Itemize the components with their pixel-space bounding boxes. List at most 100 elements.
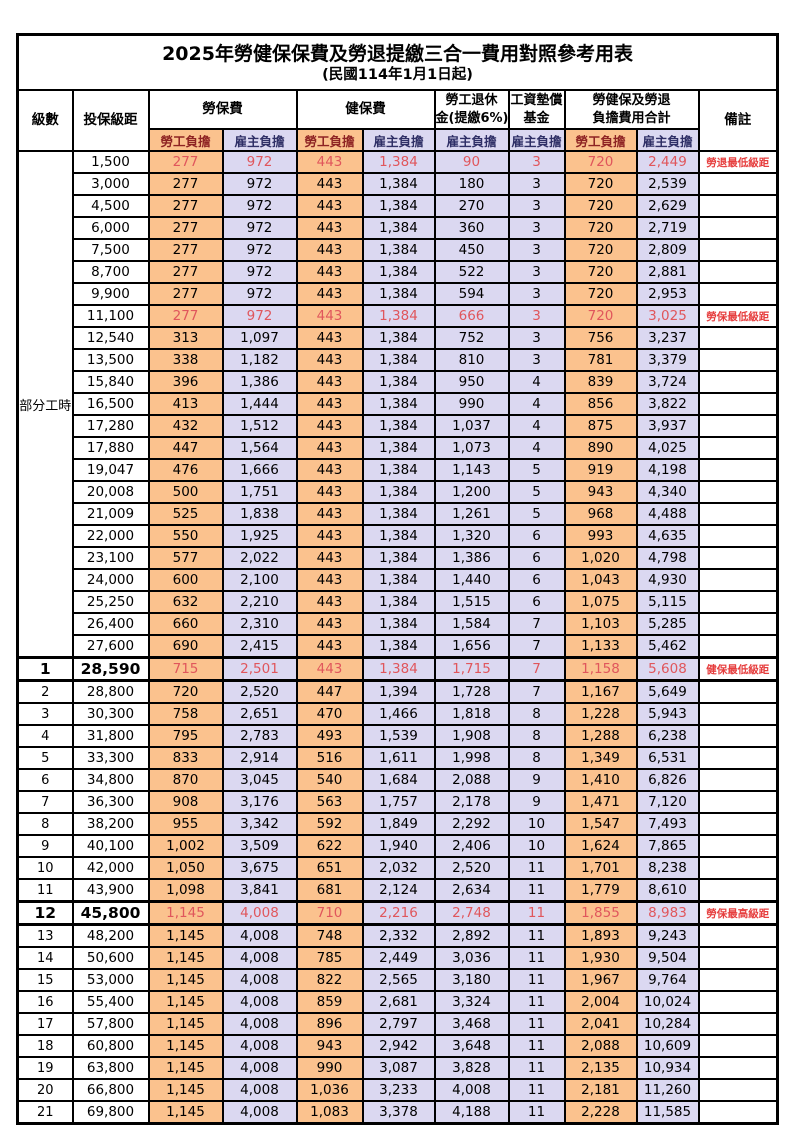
total-employer-cell: 3,724 — [635, 370, 700, 394]
health-worker-cell: 443 — [295, 502, 364, 526]
total-worker-cell: 890 — [563, 436, 638, 460]
wage-fund-employer-cell: 11 — [507, 1056, 566, 1080]
table-row: 19,047 476 1,666 443 1,384 1,143 5 919 4,198 — [18, 458, 779, 482]
labor-employer-cell: 972 — [221, 282, 298, 306]
header-row: 級數 投保級距 勞保費 健保費 勞工退休 金(提繳6%) 工資墊償 基金 勞健保… — [16, 89, 779, 152]
bracket-cell: 31,800 — [71, 724, 150, 748]
health-worker-cell: 710 — [295, 900, 364, 926]
table-row: 10 42,000 1,050 3,675 651 2,032 2,520 11 1,701 8,… — [16, 856, 779, 880]
total-employer-cell: 2,881 — [635, 260, 700, 284]
remark-cell — [697, 679, 779, 704]
labor-employer-cell: 1,666 — [221, 458, 298, 482]
level-cell: 8 — [16, 812, 74, 836]
health-worker-cell: 443 — [295, 436, 364, 460]
pension-employer-cell: 1,728 — [433, 679, 510, 704]
pension-employer-cell: 2,748 — [433, 900, 510, 926]
health-employer-cell: 2,681 — [361, 990, 436, 1014]
pension-employer-cell: 666 — [433, 304, 510, 328]
health-employer-cell: 1,384 — [361, 216, 436, 240]
part-time-level-cell: 部分工時 — [16, 150, 74, 659]
table-row: 2 28,800 720 2,520 447 1,394 1,728 7 1,167 5,649 — [16, 679, 779, 704]
total-worker-cell: 1,893 — [563, 923, 638, 948]
total-employer-cell: 7,493 — [635, 812, 700, 836]
table-row: 7 36,300 908 3,176 563 1,757 2,178 9 1,471 7,120 — [16, 790, 779, 814]
total-worker-cell: 943 — [563, 480, 638, 504]
wage-fund-employer-cell: 4 — [507, 436, 566, 460]
bracket-cell: 7,500 — [71, 238, 150, 262]
wage-fund-employer-cell: 11 — [507, 968, 566, 992]
total-worker-cell: 919 — [563, 458, 638, 482]
bracket-cell: 17,280 — [71, 414, 150, 438]
pension-employer-cell: 2,520 — [433, 856, 510, 880]
labor-worker-cell: 1,145 — [147, 1078, 224, 1102]
bracket-cell: 63,800 — [71, 1056, 150, 1080]
labor-employer-cell: 4,008 — [221, 900, 298, 926]
pension-employer-cell: 1,320 — [433, 524, 510, 548]
total-worker-cell: 839 — [563, 370, 638, 394]
total-employer-cell: 5,943 — [635, 702, 700, 726]
table-row: 12,540 313 1,097 443 1,384 752 3 756 3,237 — [18, 326, 779, 350]
total-employer-cell: 8,238 — [635, 856, 700, 880]
table-row: 14 50,600 1,145 4,008 785 2,449 3,036 11 1,930 9,… — [16, 946, 779, 970]
total-employer-cell: 2,629 — [635, 194, 700, 218]
subheader-total-worker: 勞工負擔 — [563, 128, 638, 152]
labor-employer-cell: 3,675 — [221, 856, 298, 880]
total-worker-cell: 720 — [563, 260, 638, 284]
bracket-cell: 22,000 — [71, 524, 150, 548]
bracket-cell: 30,300 — [71, 702, 150, 726]
health-worker-cell: 443 — [295, 480, 364, 504]
table-row: 23,100 577 2,022 443 1,384 1,386 6 1,020 4,798 — [18, 546, 779, 570]
total-employer-cell: 5,649 — [635, 679, 700, 704]
bracket-cell: 20,008 — [71, 480, 150, 504]
bracket-cell: 25,250 — [71, 590, 150, 614]
labor-employer-cell: 972 — [221, 194, 298, 218]
labor-employer-cell: 972 — [221, 216, 298, 240]
total-worker-cell: 1,701 — [563, 856, 638, 880]
health-worker-cell: 447 — [295, 679, 364, 704]
level-cell: 14 — [16, 946, 74, 970]
total-worker-cell: 1,967 — [563, 968, 638, 992]
bracket-cell: 33,300 — [71, 746, 150, 770]
labor-employer-cell: 972 — [221, 150, 298, 174]
total-worker-cell: 2,135 — [563, 1056, 638, 1080]
col-header-remark: 備註 — [697, 89, 779, 152]
pension-employer-cell: 3,036 — [433, 946, 510, 970]
pension-employer-cell: 810 — [433, 348, 510, 372]
pension-employer-cell: 1,386 — [433, 546, 510, 570]
labor-worker-cell: 1,145 — [147, 1056, 224, 1080]
bracket-cell: 42,000 — [71, 856, 150, 880]
labor-employer-cell: 1,838 — [221, 502, 298, 526]
wage-fund-employer-cell: 11 — [507, 900, 566, 926]
health-employer-cell: 1,384 — [361, 546, 436, 570]
labor-worker-cell: 1,145 — [147, 990, 224, 1014]
level-cell: 1 — [16, 656, 74, 682]
pension-employer-cell: 1,143 — [433, 458, 510, 482]
total-worker-cell: 1,075 — [563, 590, 638, 614]
health-worker-cell: 443 — [295, 304, 364, 328]
total-worker-cell: 720 — [563, 150, 638, 174]
remark-cell — [697, 878, 779, 903]
bracket-cell: 8,700 — [71, 260, 150, 284]
subheader-pension-employer: 雇主負擔 — [433, 128, 510, 152]
labor-worker-cell: 432 — [147, 414, 224, 438]
pension-employer-cell: 360 — [433, 216, 510, 240]
total-worker-cell: 968 — [563, 502, 638, 526]
remark-cell — [697, 502, 779, 526]
pension-employer-cell: 1,584 — [433, 612, 510, 636]
labor-employer-cell: 2,783 — [221, 724, 298, 748]
labor-worker-cell: 870 — [147, 768, 224, 792]
total-header-line1: 勞健保及勞退 — [592, 92, 671, 108]
labor-worker-cell: 660 — [147, 612, 224, 636]
labor-employer-cell: 972 — [221, 238, 298, 262]
health-worker-cell: 651 — [295, 856, 364, 880]
remark-cell — [697, 923, 779, 948]
labor-worker-cell: 413 — [147, 392, 224, 416]
labor-employer-cell: 1,751 — [221, 480, 298, 504]
health-employer-cell: 3,233 — [361, 1078, 436, 1102]
labor-worker-cell: 1,145 — [147, 923, 224, 948]
remark-cell — [697, 172, 779, 196]
health-employer-cell: 1,384 — [361, 150, 436, 174]
table-row: 3 30,300 758 2,651 470 1,466 1,818 8 1,228 5,943 — [16, 702, 779, 726]
level-cell: 2 — [16, 679, 74, 704]
subheader-health-employer: 雇主負擔 — [361, 128, 436, 152]
